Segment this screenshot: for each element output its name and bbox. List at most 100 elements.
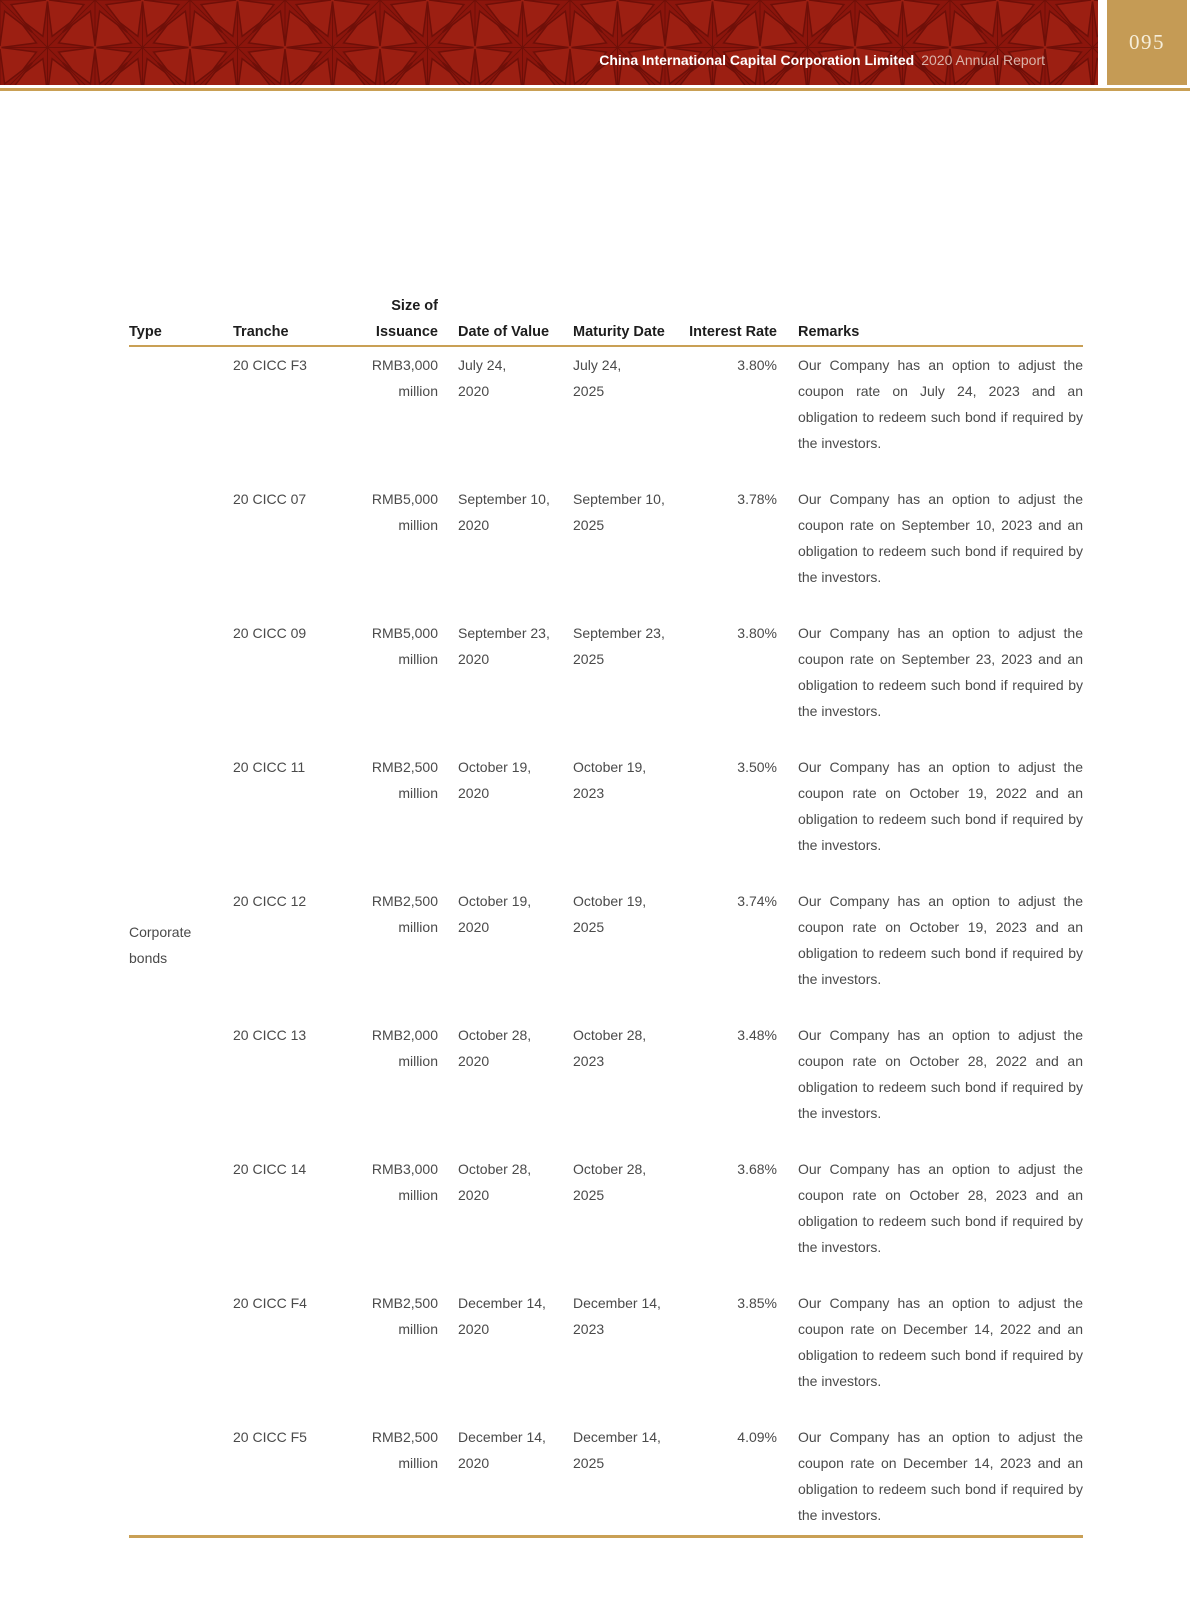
table-row: 20 CICC 07 RMB5,000 million September 10… — [129, 481, 1083, 615]
size-amount: RMB2,000 — [371, 1027, 438, 1043]
report-title: 2020 Annual Report — [921, 52, 1045, 68]
maturity-date-cell: December 14, 2023 — [553, 1290, 673, 1419]
size-amount: RMB3,000 — [371, 357, 438, 373]
date-of-value-cell: December 14, 2020 — [438, 1290, 553, 1419]
page-number-badge: 095 — [1107, 0, 1187, 85]
size-of-issuance-cell: RMB2,500 million — [348, 1424, 438, 1528]
maturity-year: 2023 — [573, 785, 605, 801]
value-date: September 23, — [458, 625, 550, 641]
type-cell-spacer — [129, 754, 233, 883]
size-of-issuance-cell: RMB3,000 million — [348, 352, 438, 481]
size-unit: million — [398, 919, 438, 935]
size-amount: RMB2,500 — [371, 1295, 438, 1311]
date-of-value-cell: October 19, 2020 — [438, 888, 553, 1017]
date-of-value-cell: October 28, 2020 — [438, 1156, 553, 1285]
size-of-issuance-cell: RMB2,000 million — [348, 1022, 438, 1151]
maturity-date: October 19, — [573, 893, 647, 909]
type-cell-spacer — [129, 1290, 233, 1419]
size-amount: RMB5,000 — [371, 491, 438, 507]
size-unit: million — [398, 1053, 438, 1069]
corporate-bonds-table: Type Tranche Size of Issuance Date of Va… — [129, 293, 1083, 1538]
interest-rate-cell: 3.50% — [737, 759, 777, 775]
interest-rate-cell: 3.80% — [737, 625, 777, 641]
type-cell-spacer — [129, 486, 233, 615]
table-row: 20 CICC F4 RMB2,500 million December 14,… — [129, 1285, 1083, 1419]
tranche-cell: 20 CICC 12 — [233, 893, 307, 909]
value-date: December 14, — [458, 1295, 546, 1311]
tranche-cell: 20 CICC 09 — [233, 625, 307, 641]
remarks-cell: Our Company has an option to adjust the … — [798, 1161, 1083, 1255]
maturity-date-cell: October 28, 2025 — [553, 1156, 673, 1285]
value-year: 2020 — [458, 517, 490, 533]
size-of-issuance-cell: RMB5,000 million — [348, 486, 438, 615]
remarks-cell: Our Company has an option to adjust the … — [798, 491, 1083, 585]
maturity-date: September 23, — [573, 625, 665, 641]
table-body: 20 CICC F3 RMB3,000 million July 24, 202… — [129, 347, 1083, 1528]
maturity-date: October 19, — [573, 759, 647, 775]
column-header-tranche: Tranche — [233, 324, 289, 340]
maturity-date-cell: September 23, 2025 — [553, 620, 673, 749]
gold-rule-bottom — [129, 1535, 1083, 1538]
size-amount: RMB2,500 — [371, 759, 438, 775]
value-date: October 19, — [458, 759, 532, 775]
maturity-date: December 14, — [573, 1295, 661, 1311]
size-amount: RMB2,500 — [371, 893, 438, 909]
maturity-date-cell: September 10, 2025 — [553, 486, 673, 615]
maturity-date-cell: October 28, 2023 — [553, 1022, 673, 1151]
maturity-year: 2023 — [573, 1321, 605, 1337]
page-number: 095 — [1129, 30, 1165, 54]
maturity-date: December 14, — [573, 1429, 661, 1445]
size-of-issuance-cell: RMB2,500 million — [348, 754, 438, 883]
remarks-cell: Our Company has an option to adjust the … — [798, 1027, 1083, 1121]
remarks-cell: Our Company has an option to adjust the … — [798, 625, 1083, 719]
value-date: December 14, — [458, 1429, 546, 1445]
size-unit: million — [398, 383, 438, 399]
size-of-issuance-cell: RMB5,000 million — [348, 620, 438, 749]
table-row: 20 CICC 11 RMB2,500 million October 19, … — [129, 749, 1083, 883]
gold-rule-top — [0, 88, 1190, 91]
maturity-date-cell: October 19, 2025 — [553, 888, 673, 1017]
type-cell-spacer — [129, 352, 233, 481]
column-header-type: Type — [129, 324, 162, 340]
maturity-date-cell: October 19, 2023 — [553, 754, 673, 883]
size-unit: million — [398, 785, 438, 801]
tranche-cell: 20 CICC 11 — [233, 759, 306, 775]
maturity-year: 2025 — [573, 919, 605, 935]
column-header-date-of-value: Date of Value — [458, 324, 550, 340]
interest-rate-cell: 4.09% — [737, 1429, 777, 1445]
type-cell-spacer — [129, 620, 233, 749]
remarks-cell: Our Company has an option to adjust the … — [798, 893, 1083, 987]
size-unit: million — [398, 651, 438, 667]
interest-rate-cell: 3.48% — [737, 1027, 777, 1043]
size-of-issuance-cell: RMB2,500 million — [348, 1290, 438, 1419]
interest-rate-cell: 3.85% — [737, 1295, 777, 1311]
size-amount: RMB5,000 — [371, 625, 438, 641]
value-year: 2020 — [458, 383, 490, 399]
value-year: 2020 — [458, 1053, 490, 1069]
size-unit: million — [398, 1187, 438, 1203]
maturity-date-cell: July 24, 2025 — [553, 352, 673, 481]
tranche-cell: 20 CICC 07 — [233, 491, 307, 507]
table-header-row: Type Tranche Size of Issuance Date of Va… — [129, 293, 1083, 347]
value-year: 2020 — [458, 1187, 490, 1203]
value-date: October 19, — [458, 893, 532, 909]
header-banner: China International Capital Corporation … — [0, 0, 1098, 85]
banner-asanoha-pattern-decoration — [0, 0, 1098, 85]
date-of-value-cell: September 10, 2020 — [438, 486, 553, 615]
value-year: 2020 — [458, 651, 490, 667]
value-year: 2020 — [458, 785, 490, 801]
column-header-interest-rate: Interest Rate — [689, 324, 777, 340]
remarks-cell: Our Company has an option to adjust the … — [798, 759, 1083, 853]
value-date: October 28, — [458, 1027, 532, 1043]
maturity-year: 2025 — [573, 383, 605, 399]
maturity-date-cell: December 14, 2025 — [553, 1424, 673, 1528]
size-header-line1: Size of — [391, 298, 438, 314]
type-cell-spacer — [129, 1156, 233, 1285]
table-row: 20 CICC 12 RMB2,500 million October 19, … — [129, 883, 1083, 1017]
column-header-maturity-date: Maturity Date — [573, 324, 665, 340]
size-header-line2: Issuance — [375, 324, 438, 340]
interest-rate-cell: 3.78% — [737, 491, 777, 507]
value-date: October 28, — [458, 1161, 532, 1177]
maturity-date: July 24, — [573, 357, 622, 373]
